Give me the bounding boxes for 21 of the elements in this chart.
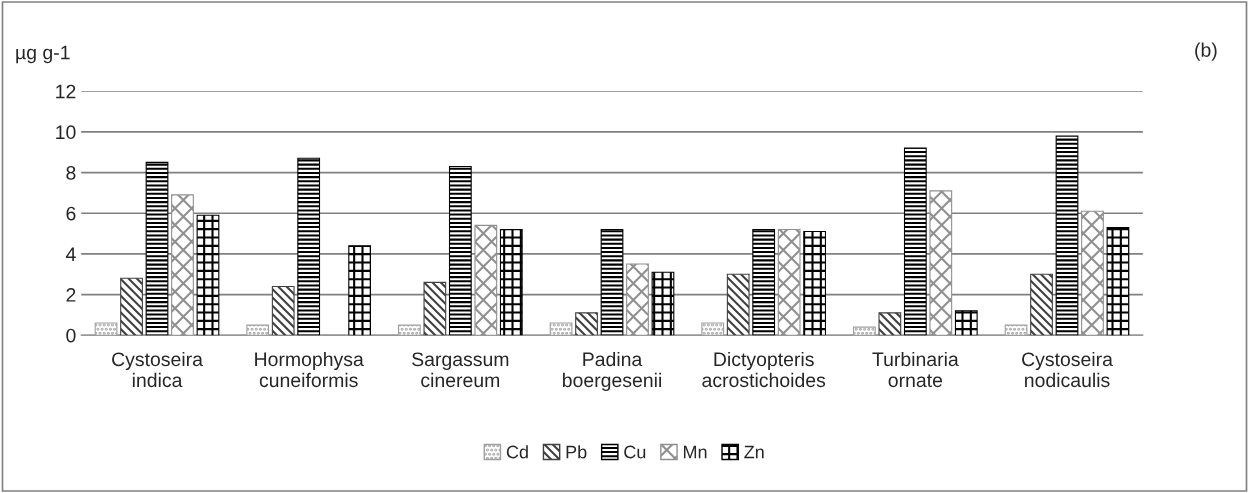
y-axis-title: µg g-1 [16,45,70,64]
y-tick-label: 2 [66,288,76,302]
x-tick-label: Hormophysa cuneiformis [255,351,364,388]
x-tick-label: Turbinaria ornate [872,351,959,388]
x-tick-label: Cystoseira nodicaulis [1022,351,1113,388]
x-tick-label: Dictyopteris acrostichoides [702,351,826,388]
y-tick-label: 4 [65,247,76,261]
x-tick-label: Cystoseira indica [112,351,203,388]
legend-label: Pb [566,445,587,459]
legend-label: Cu [624,445,646,459]
y-tick-label: 8 [66,166,76,180]
y-tick-label: 6 [66,206,76,221]
y-tick-label: 10 [56,125,76,140]
legend-label: Cd [506,445,528,459]
legend-label: Zn [744,445,764,459]
x-tick-label: Padina boergesenii [563,351,661,391]
text: (b) [1195,42,1217,61]
legend-label: Mn [683,445,707,459]
x-tick-label: Sargassum cinereum [412,352,509,388]
y-tick-label: 0 [66,328,76,343]
y-tick-label: 12 [56,84,76,99]
